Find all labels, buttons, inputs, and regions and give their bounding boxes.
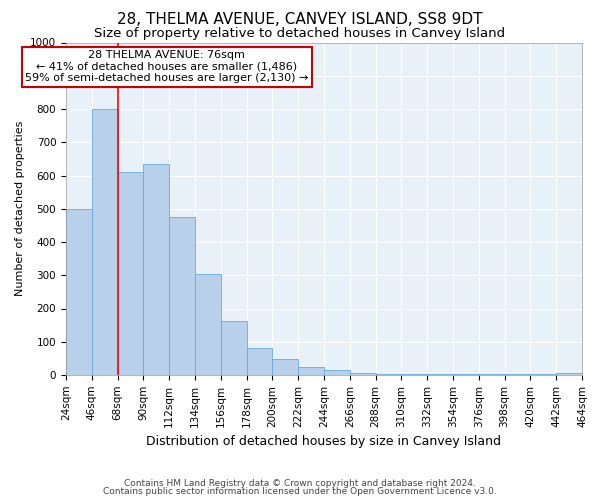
Bar (143, 164, 169, 375)
Text: 28, THELMA AVENUE, CANVEY ISLAND, SS8 9DT: 28, THELMA AVENUE, CANVEY ISLAND, SS8 9D… (117, 12, 483, 28)
Bar (350, 374, 376, 375)
Bar (479, 374, 505, 375)
Text: 28 THELMA AVENUE: 76sqm
← 41% of detached houses are smaller (1,486)
59% of semi: 28 THELMA AVENUE: 76sqm ← 41% of detache… (25, 50, 308, 83)
Bar (195, 274, 221, 375)
Bar (92, 109, 118, 375)
Bar (427, 374, 453, 375)
Bar (247, 348, 272, 375)
Bar (401, 374, 427, 375)
Bar (298, 366, 324, 375)
Bar (272, 360, 298, 375)
Bar (376, 374, 401, 375)
Text: Contains HM Land Registry data © Crown copyright and database right 2024.: Contains HM Land Registry data © Crown c… (124, 478, 476, 488)
Bar (118, 172, 143, 375)
Y-axis label: Number of detached properties: Number of detached properties (14, 121, 25, 296)
Bar (169, 217, 195, 375)
Text: Size of property relative to detached houses in Canvey Island: Size of property relative to detached ho… (94, 28, 506, 40)
Text: Contains public sector information licensed under the Open Government Licence v3: Contains public sector information licen… (103, 487, 497, 496)
Bar (66, 209, 92, 375)
X-axis label: Distribution of detached houses by size in Canvey Island: Distribution of detached houses by size … (146, 435, 502, 448)
Bar (505, 374, 530, 375)
Bar (453, 374, 479, 375)
Bar (221, 321, 247, 375)
Bar (530, 374, 556, 375)
Bar (556, 374, 582, 375)
Bar (324, 370, 350, 375)
